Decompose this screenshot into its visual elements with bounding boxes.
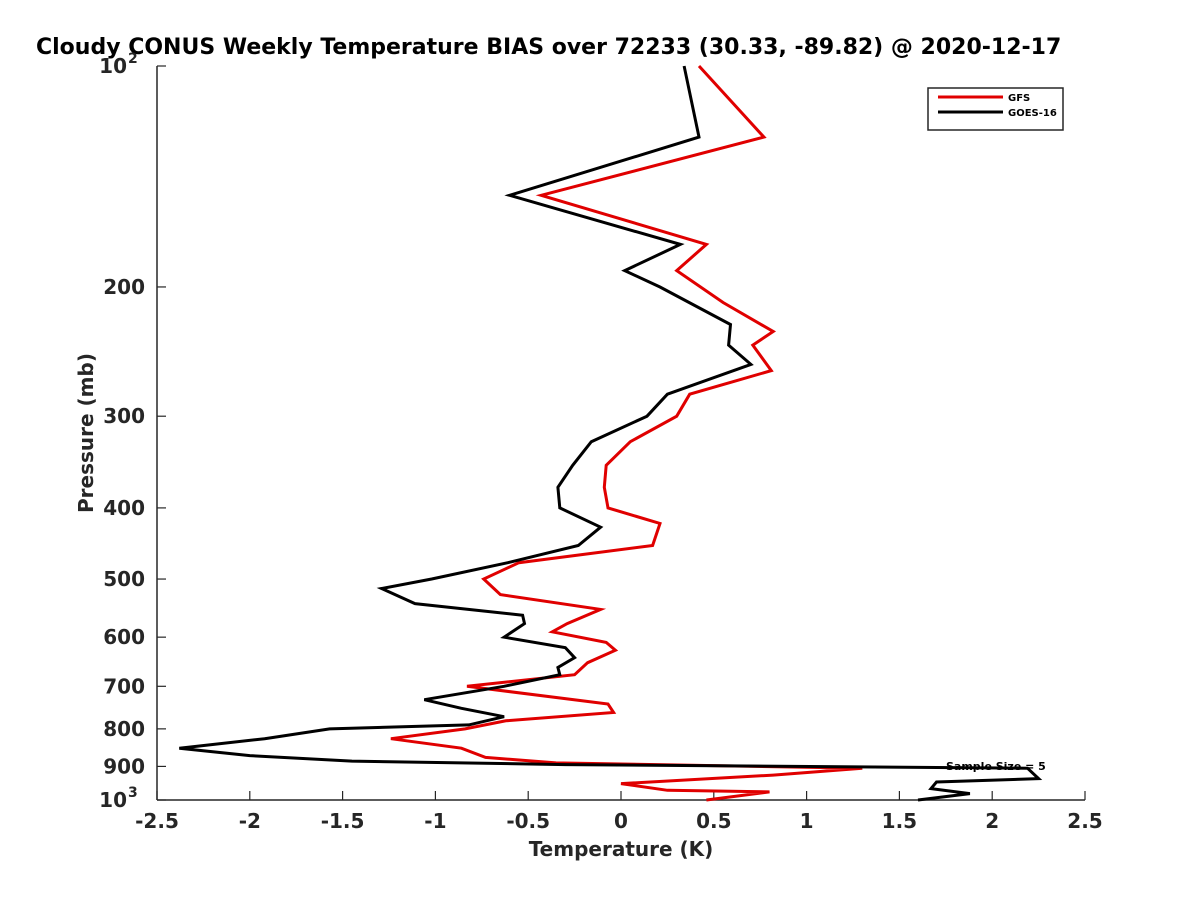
y-tick-label: 800	[103, 717, 145, 741]
series-line-goes-16	[179, 65, 1043, 802]
x-tick-label: 0	[614, 809, 628, 833]
sample-size-annotation: Sample Size = 5	[946, 760, 1046, 773]
y-tick-label: 10	[99, 54, 127, 78]
y-tick-label: 400	[103, 496, 145, 520]
x-tick-label: -1.5	[321, 809, 365, 833]
y-tick-label: 500	[103, 567, 145, 591]
x-axis-label: Temperature (K)	[529, 837, 714, 861]
y-axis-label: Pressure (mb)	[74, 353, 98, 513]
x-tick-label: 2.5	[1067, 809, 1102, 833]
x-tick-label: -2	[239, 809, 261, 833]
plot-area: -2.5 -2 -1.5 -1 -0.5 0 0.5 1 1.5 2 2.510 2200300400…	[99, 51, 1103, 833]
x-tick-label: 0.5	[696, 809, 731, 833]
y-tick-label: 10	[99, 788, 127, 812]
legend-box	[927, 87, 1064, 131]
y-tick-label: 700	[103, 674, 145, 698]
x-tick-label: 2	[985, 809, 999, 833]
x-tick-label: -0.5	[506, 809, 550, 833]
x-tick-label: -1	[424, 809, 446, 833]
x-tick-label: 1	[800, 809, 814, 833]
chart-legend: GFS GOES-16	[927, 87, 1064, 131]
y-tick-label: 900	[103, 754, 145, 778]
y-tick-exponent: 3	[128, 785, 138, 801]
x-tick-label: 1.5	[882, 809, 917, 833]
legend-label: GFS	[1008, 93, 1030, 104]
y-tick-label: 600	[103, 625, 145, 649]
chart-title: Cloudy CONUS Weekly Temperature BIAS ove…	[36, 35, 1061, 60]
legend-label: GOES-16	[1008, 108, 1057, 119]
y-tick-label: 300	[103, 404, 145, 428]
y-tick-label: 200	[103, 275, 145, 299]
x-tick-label: -2.5	[135, 809, 179, 833]
series-line-gfs	[390, 64, 863, 802]
y-tick-exponent: 2	[128, 51, 138, 67]
